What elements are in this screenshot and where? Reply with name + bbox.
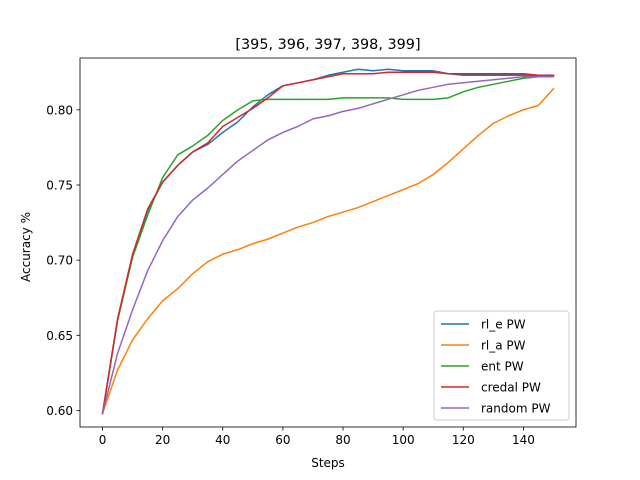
y-tick-label: 0.70: [46, 254, 73, 268]
legend-box: [433, 310, 570, 421]
x-tick-label: 60: [275, 433, 290, 447]
x-tick-label: 20: [155, 433, 170, 447]
legend-label: rl_e PW: [481, 318, 526, 332]
y-axis-title: Accuracy %: [19, 212, 33, 282]
chart-title: [395, 396, 397, 398, 399]: [235, 37, 420, 53]
y-tick-label: 0.60: [46, 404, 73, 418]
legend-label: random PW: [481, 402, 551, 416]
x-axis: 0 20 40 60 80 100 120 140: [99, 427, 535, 447]
legend-label: ent PW: [481, 360, 524, 374]
x-tick-label: 120: [452, 433, 475, 447]
plot-frame: [79, 57, 577, 428]
legend: rl_e PW rl_a PW ent PW credal PW random PW: [433, 310, 570, 421]
legend-label: credal PW: [481, 381, 541, 395]
x-tick-label: 40: [215, 433, 230, 447]
x-tick-label: 100: [392, 433, 415, 447]
series-line-rl-a-pw: [101, 87, 555, 415]
x-axis-title: Steps: [311, 456, 345, 470]
x-tick-label: 140: [512, 433, 535, 447]
legend-label: rl_a PW: [481, 339, 526, 353]
plot-area: [79, 57, 577, 428]
series-line-ent-pw: [101, 74, 555, 415]
y-tick-label: 0.75: [46, 179, 73, 193]
series-line-random-pw: [101, 76, 555, 415]
series-line-credal-pw: [101, 71, 555, 415]
y-tick-label: 0.65: [46, 329, 73, 343]
y-tick-label: 0.80: [46, 103, 73, 117]
x-tick-label: 0: [99, 433, 107, 447]
y-axis: 0.60 0.65 0.70 0.75 0.80: [46, 103, 80, 418]
x-tick-label: 80: [335, 433, 350, 447]
